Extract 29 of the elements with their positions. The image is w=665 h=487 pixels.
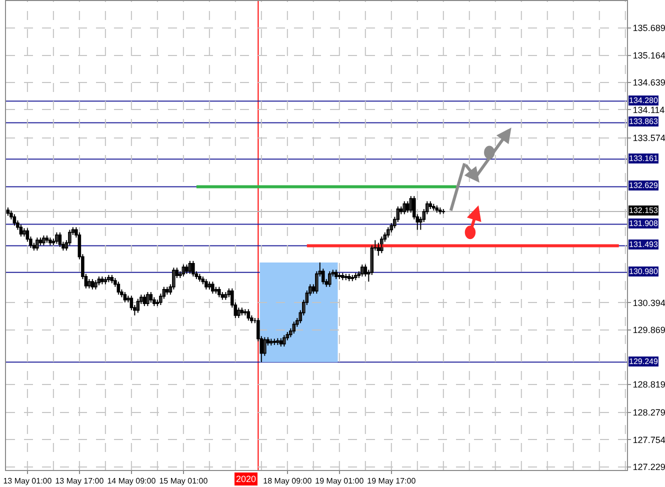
y-tick-label: 127.229: [632, 462, 665, 472]
x-tick-label: 15 May 01:00: [159, 476, 208, 486]
y-tick-label: 130.394: [632, 298, 665, 308]
y-tick-label: 128.279: [632, 408, 665, 418]
ref-line-label: 131.493: [629, 240, 658, 249]
y-tick-label: 135.689: [632, 23, 665, 34]
ref-line-label: 134.280: [629, 96, 658, 105]
y-tick-label: 135.164: [632, 50, 665, 60]
ref-line-label: 133.161: [629, 154, 658, 163]
y-tick-label: 127.754: [632, 434, 665, 445]
ref-line-label: 130.980: [629, 267, 658, 276]
y-tick-label: 128.819: [632, 380, 665, 390]
ref-line-label: 132.153: [629, 206, 658, 215]
ref-line-label: 132.629: [629, 181, 658, 190]
x-tick-label: 13 May 01:00: [3, 476, 52, 486]
x-tick-label: 14 May 09:00: [107, 476, 156, 486]
x-tick-label: 13 May 17:00: [55, 476, 104, 486]
ref-line-label: 129.249: [629, 357, 658, 366]
x-tick-label: 19 May 01:00: [315, 476, 364, 486]
y-tick-label: 134.114: [632, 104, 665, 115]
ref-line-label: 131.908: [629, 219, 658, 228]
y-tick-label: 134.639: [632, 78, 665, 88]
x-tick-label: 18 May 09:00: [263, 476, 312, 486]
x-tick-label: 19 May 17:00: [367, 476, 416, 486]
ref-line-label: 133.863: [629, 117, 658, 126]
y-tick-label: 133.574: [632, 132, 665, 143]
text: 2020: [236, 474, 256, 484]
y-tick-label: 129.869: [632, 325, 665, 336]
candlestick: [48, 237, 52, 246]
